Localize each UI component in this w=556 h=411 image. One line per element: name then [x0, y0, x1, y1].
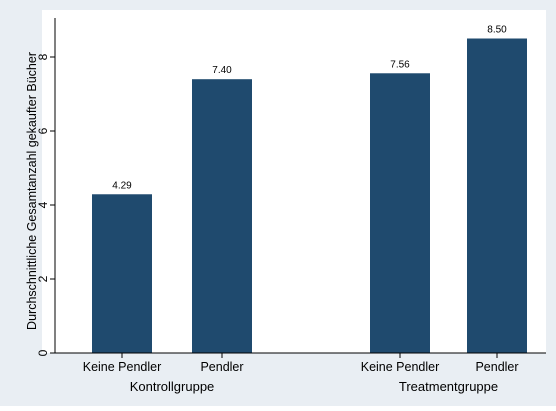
- y-tick-label: 8: [36, 53, 50, 60]
- data-label: 8.50: [487, 25, 507, 36]
- y-axis-label: Durchschnittliche Gesamtanzahl gekaufter…: [25, 52, 39, 330]
- bars-layer: [92, 38, 527, 353]
- x-tick-label: Keine Pendler: [361, 360, 440, 374]
- x-tick-label: Pendler: [200, 360, 243, 374]
- bar: [192, 79, 252, 353]
- bar: [370, 73, 430, 353]
- group-label: Treatmentgruppe: [399, 379, 498, 394]
- y-tick-label: 0: [36, 349, 50, 356]
- y-axis: 0 2 4 6 8: [36, 18, 56, 356]
- bar: [92, 194, 152, 353]
- data-label: 4.29: [112, 180, 132, 191]
- x-axis: Keine Pendler Pendler Kontrollgruppe Keine …: [55, 352, 546, 394]
- data-label: 7.56: [390, 59, 410, 70]
- y-tick-label: 4: [36, 201, 50, 208]
- y-tick-label: 2: [36, 275, 50, 282]
- x-tick-label: Pendler: [475, 360, 518, 374]
- data-label: 7.40: [212, 65, 232, 76]
- x-tick-label: Keine Pendler: [83, 360, 162, 374]
- y-tick-label: 6: [36, 127, 50, 134]
- group-label: Kontrollgruppe: [130, 379, 215, 394]
- value-labels-layer: 4.29 7.40 7.56 8.50: [112, 25, 507, 192]
- bar: [467, 38, 527, 353]
